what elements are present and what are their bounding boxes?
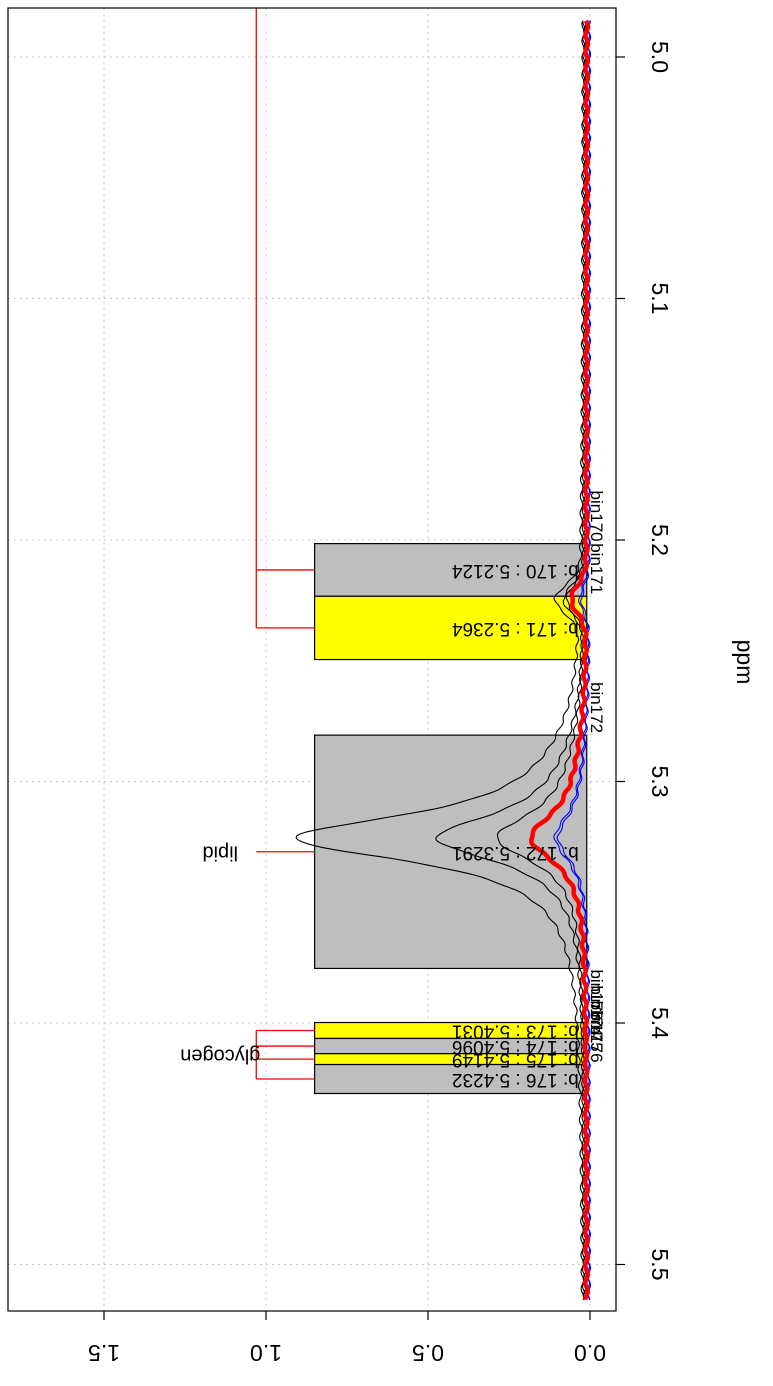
bin-id-label: bin175 [587,1001,606,1052]
bin-box-label: b: 170 : 5.2124 [452,560,579,581]
spectrum-lines [295,19,592,1301]
bin-box-label: b: 172 : 5.3291 [452,842,579,863]
spectrum-line [529,19,591,1301]
annotation-brackets: lipid glycogen [180,8,315,1080]
bin-id-label: bin171 [587,543,606,594]
ppm-tick-label: 5.4 [647,1007,673,1039]
spectrum-line [435,20,587,1300]
bin-id-label: bin173 [587,969,606,1020]
bin-box [314,1063,588,1095]
axes: 5.5 5.4 5.3 5.2 5.1 5.0 0.0 0.5 1.0 1.5 [88,41,673,1366]
annotation-label: glycogen [180,1044,260,1066]
intensity-tick-label: 1.0 [250,1340,282,1366]
ppm-tick-label: 5.5 [647,1249,673,1281]
bin-id-label: bin176 [587,1011,606,1062]
annotation-label: lipid [202,841,238,863]
ppm-tick-label: 5.1 [647,283,673,315]
intensity-tick-label: 1.5 [88,1340,120,1366]
bin-id-label: bin174 [587,985,606,1036]
bin-box-label: b: 171 : 5.2364 [452,618,579,639]
bin-labels: b: 170 : 5.2124 bin170 b: 171 : 5.2364 bin1… [452,491,606,1090]
ppm-tick-label: 5.2 [647,524,673,556]
intensity-tick-label: 0.5 [412,1340,444,1366]
bin-box-label: b: 173 : 5.4031 [452,1020,579,1041]
x-axis-label: ppm [732,640,758,685]
ppm-tick-label: 5.0 [647,41,673,73]
bin-box-label: b: 174 : 5.4096 [452,1036,579,1057]
bin-box-label: b: 176 : 5.4232 [452,1069,579,1090]
intensity-tick-label: 0.0 [574,1340,606,1366]
bin-id-label: bin172 [587,682,606,733]
bin-box-label: b: 175 : 5.4149 [452,1049,579,1070]
bin-box [314,595,588,661]
bin-id-label: bin170 [587,491,606,542]
ppm-tick-label: 5.3 [647,766,673,798]
plot-frame [7,7,617,1312]
